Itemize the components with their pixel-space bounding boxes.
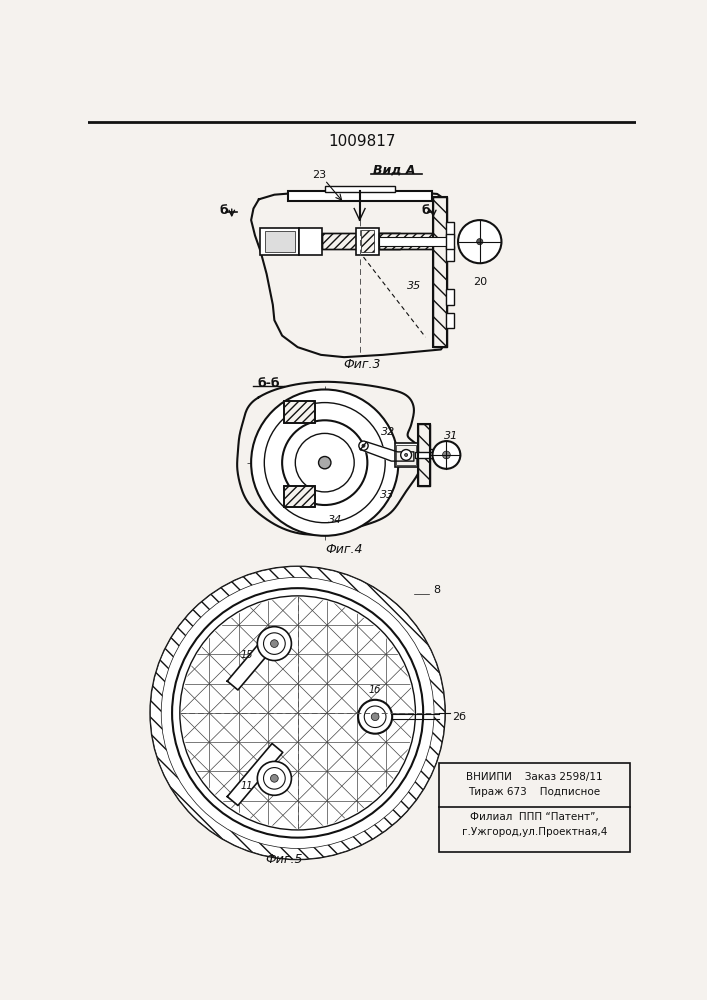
Wedge shape bbox=[151, 567, 445, 859]
Text: б: б bbox=[421, 204, 430, 217]
Bar bbox=[446, 234, 454, 249]
Bar bbox=[418, 424, 430, 486]
Circle shape bbox=[358, 700, 392, 734]
Text: 34: 34 bbox=[328, 515, 342, 525]
Text: б-б: б-б bbox=[257, 377, 280, 390]
Circle shape bbox=[264, 768, 285, 789]
Circle shape bbox=[362, 444, 365, 447]
Text: 32: 32 bbox=[381, 427, 395, 437]
Bar bbox=[446, 312, 454, 328]
Text: 11: 11 bbox=[241, 781, 254, 791]
Polygon shape bbox=[227, 744, 283, 805]
Circle shape bbox=[257, 627, 291, 661]
Bar bbox=[361, 230, 373, 252]
Bar bbox=[446, 222, 454, 238]
Text: 35: 35 bbox=[407, 281, 421, 291]
Circle shape bbox=[160, 576, 436, 850]
Circle shape bbox=[257, 761, 291, 795]
Bar bbox=[438, 763, 630, 852]
Bar bbox=[284, 486, 315, 507]
Text: Фиг.3: Фиг.3 bbox=[343, 358, 380, 371]
Bar bbox=[433, 197, 448, 347]
Circle shape bbox=[443, 451, 450, 459]
Text: 20: 20 bbox=[473, 277, 487, 287]
Circle shape bbox=[264, 633, 285, 654]
Bar bbox=[379, 233, 433, 249]
Circle shape bbox=[359, 441, 368, 450]
Text: 1009817: 1009817 bbox=[328, 134, 396, 149]
Text: ВНИИПИ    Заказ 2598/11: ВНИИПИ Заказ 2598/11 bbox=[466, 772, 602, 782]
Bar bbox=[433, 197, 448, 347]
Circle shape bbox=[251, 389, 398, 536]
Bar bbox=[446, 246, 454, 261]
Bar bbox=[325, 186, 395, 192]
Bar bbox=[299, 228, 322, 255]
Polygon shape bbox=[361, 442, 414, 461]
Circle shape bbox=[364, 706, 386, 728]
Bar bbox=[418, 424, 430, 486]
Text: 1б: 1б bbox=[369, 685, 381, 695]
Circle shape bbox=[477, 239, 483, 245]
Circle shape bbox=[458, 220, 501, 263]
Circle shape bbox=[271, 774, 279, 782]
Bar bbox=[322, 233, 400, 249]
Text: Фиг.5: Фиг.5 bbox=[266, 853, 303, 866]
Text: 15: 15 bbox=[241, 650, 254, 660]
Text: Вид A: Вид A bbox=[373, 164, 416, 177]
Circle shape bbox=[401, 450, 411, 460]
Text: 8: 8 bbox=[433, 585, 440, 595]
Bar bbox=[379, 233, 433, 249]
Bar bbox=[284, 486, 315, 507]
Bar bbox=[322, 233, 400, 249]
Bar bbox=[416, 452, 446, 458]
Circle shape bbox=[319, 456, 331, 469]
Bar bbox=[284, 401, 315, 423]
Circle shape bbox=[172, 588, 423, 838]
Bar bbox=[395, 443, 418, 466]
Polygon shape bbox=[227, 628, 283, 690]
Bar bbox=[418, 449, 441, 458]
Text: 23: 23 bbox=[312, 170, 327, 180]
Text: Тираж 673    Подписное: Тираж 673 Подписное bbox=[468, 787, 600, 797]
Bar bbox=[265, 231, 295, 252]
Circle shape bbox=[371, 713, 379, 721]
Circle shape bbox=[264, 403, 385, 523]
Circle shape bbox=[404, 453, 408, 456]
Bar bbox=[446, 289, 454, 305]
Bar bbox=[356, 228, 379, 255]
Bar bbox=[284, 401, 315, 423]
Circle shape bbox=[296, 433, 354, 492]
Circle shape bbox=[433, 441, 460, 469]
Circle shape bbox=[151, 567, 445, 859]
Bar bbox=[396, 445, 416, 465]
Text: Филиал  ППП “Патент”,: Филиал ППП “Патент”, bbox=[470, 812, 599, 822]
Circle shape bbox=[180, 596, 416, 830]
Bar bbox=[260, 228, 299, 255]
Circle shape bbox=[271, 640, 279, 647]
Text: б: б bbox=[220, 204, 228, 217]
Bar bbox=[288, 191, 432, 201]
Text: 31: 31 bbox=[444, 431, 458, 441]
Text: 2б: 2б bbox=[452, 712, 466, 722]
Text: Фиг.4: Фиг.4 bbox=[325, 543, 363, 556]
Text: 33: 33 bbox=[380, 490, 394, 500]
Circle shape bbox=[282, 420, 368, 505]
Bar bbox=[379, 237, 452, 246]
Text: г.Ужгород,ул.Проектная,4: г.Ужгород,ул.Проектная,4 bbox=[462, 827, 607, 837]
